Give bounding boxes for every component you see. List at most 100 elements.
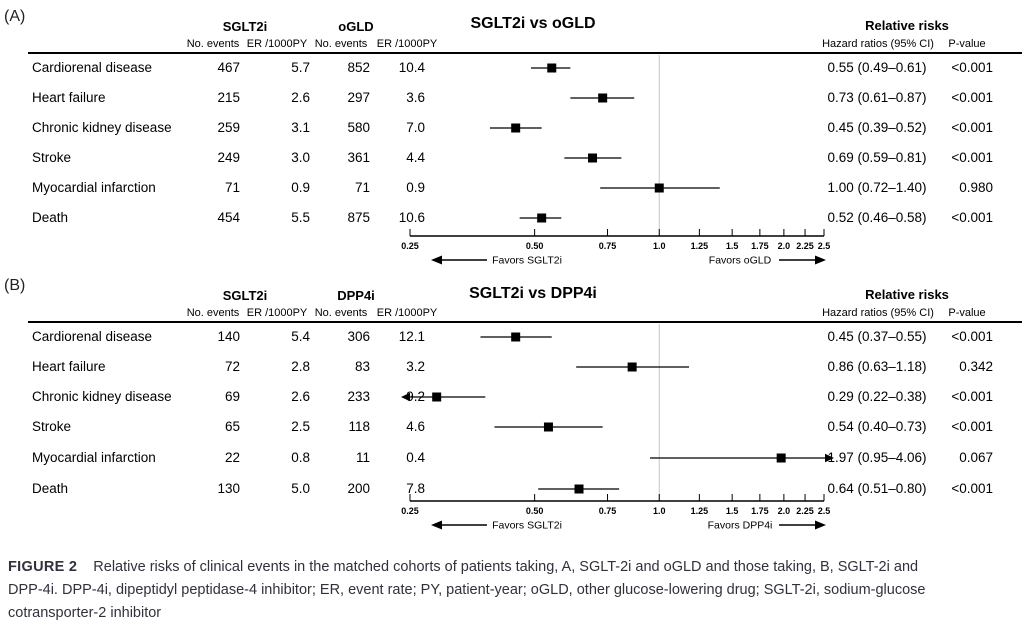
header-rule [28,321,1022,323]
forest-row [494,422,603,432]
outcome-label: Stroke [32,419,72,434]
p-value: 0.342 [959,359,993,374]
col-header-er-2: ER /1000PY [376,38,438,50]
x-axis-tick-label: 2.5 [818,506,831,516]
x-axis-tick-label: 1.5 [726,241,739,251]
col-header-no-events-2: No. events [314,38,368,50]
hazard-ratio-ci: 0.64 (0.51–0.80) [827,481,927,496]
group2-event-rate: 4.4 [406,150,425,165]
hazard-ratio-ci: 0.55 (0.49–0.61) [827,60,927,75]
x-axis-tick-label: 0.75 [599,506,617,516]
group1-event-rate: 0.8 [291,450,310,465]
col-header-er-1: ER /1000PY [246,307,308,319]
group1-no-events: 249 [217,150,240,165]
group2-header: oGLD [338,19,374,34]
group1-header: SGLT2i [222,19,268,34]
outcome-label: Chronic kidney disease [32,389,172,404]
favors-left-arrow [431,520,442,530]
figure-caption-line-1: FIGURE 2 Relative risks of clinical event… [8,556,925,579]
hazard-ratio-ci: 0.52 (0.46–0.58) [827,210,927,225]
p-value: <0.001 [951,481,993,496]
hazard-ratio-ci: 0.69 (0.59–0.81) [827,150,927,165]
group1-event-rate: 2.8 [291,359,310,374]
hr-marker [537,213,547,223]
group2-event-rate: 7.0 [406,120,425,135]
favors-left-arrow [431,255,442,265]
group1-no-events: 71 [224,180,240,195]
figure-caption-line-2: DPP-4i. DPP-4i, dipeptidyl peptidase-4 i… [8,582,926,598]
x-axis-tick-label: 0.50 [526,241,544,251]
group2-event-rate: 3.2 [406,359,425,374]
forest-row [530,63,571,73]
col-header-no-events-1: No. events [186,307,240,319]
favors-left-label: Favors SGLT2i [492,520,562,532]
hazard-ratio-ci: 0.54 (0.40–0.73) [827,419,927,434]
forest-row [401,392,486,402]
hr-marker [511,123,521,133]
x-axis-tick-label: 1.5 [726,506,739,516]
relative-risks-header: Relative risks [865,287,949,302]
group1-no-events: 65 [224,419,240,434]
outcome-label: Death [32,481,69,496]
hazard-ratio-ci: 1.00 (0.72–1.40) [827,180,927,195]
hr-marker [776,453,786,463]
hazard-ratio-ci: 0.29 (0.22–0.38) [827,389,927,404]
group1-event-rate: 3.1 [291,120,310,135]
forest-row [576,362,690,372]
forest-row [480,332,552,342]
group1-header: SGLT2i [222,288,268,303]
ci-clip-arrow-left [401,392,410,402]
forest-row [564,153,622,163]
outcome-label: Stroke [32,150,72,165]
group2-no-events: 71 [354,180,370,195]
x-axis-tick-label: 1.75 [751,506,769,516]
hr-marker [511,332,521,342]
col-header-p-value: P-value [948,38,986,50]
p-value: <0.001 [951,90,993,105]
favors-right: Favors DPP4i [708,520,826,532]
group2-no-events: 233 [347,389,370,404]
favors-left: Favors SGLT2i [431,520,562,532]
group2-event-rate: 0.9 [406,180,425,195]
group1-no-events: 22 [224,450,240,465]
p-value: <0.001 [951,60,993,75]
outcome-label: Cardiorenal disease [32,60,153,75]
outcome-label: Myocardial infarction [32,180,156,195]
group2-no-events: 83 [354,359,370,374]
forest-row [600,183,720,193]
favors-right-label: Favors oGLD [709,255,772,267]
hr-marker [627,362,637,372]
hr-marker [543,422,553,432]
group2-event-rate: 10.4 [398,60,425,75]
x-axis-tick-label: 1.25 [691,241,709,251]
favors-right-arrow [815,255,826,265]
outcome-label: Chronic kidney disease [32,120,172,135]
group2-no-events: 852 [347,60,370,75]
favors-right-label: Favors DPP4i [708,520,773,532]
forest-row [570,93,635,103]
x-axis-tick-label: 0.50 [526,506,544,516]
group2-event-rate: 10.6 [398,210,425,225]
hazard-ratio-ci: 0.86 (0.63–1.18) [827,359,927,374]
outcome-label: Heart failure [32,90,106,105]
outcome-label: Myocardial infarction [32,450,156,465]
group2-no-events: 875 [347,210,370,225]
x-axis-tick-label: 2.0 [778,506,791,516]
group1-no-events: 140 [217,329,240,344]
col-header-hazard-ratios: Hazard ratios (95% CI) [822,307,934,319]
group2-event-rate: 12.1 [398,329,425,344]
group1-event-rate: 0.9 [291,180,310,195]
x-axis-tick-label: 1.0 [653,506,666,516]
hr-marker [598,93,608,103]
figure-caption-line-3: cotransporter-2 inhibitor [8,605,162,621]
group1-no-events: 454 [217,210,240,225]
group1-no-events: 215 [217,90,240,105]
group2-no-events: 306 [347,329,370,344]
group1-no-events: 467 [217,60,240,75]
hazard-ratio-ci: 1.97 (0.95–4.06) [827,450,927,465]
group1-event-rate: 5.0 [291,481,310,496]
hr-marker [654,183,664,193]
figure-caption-label: FIGURE 2 [8,559,78,575]
p-value: 0.980 [959,180,993,195]
x-axis-tick-label: 1.0 [653,241,666,251]
